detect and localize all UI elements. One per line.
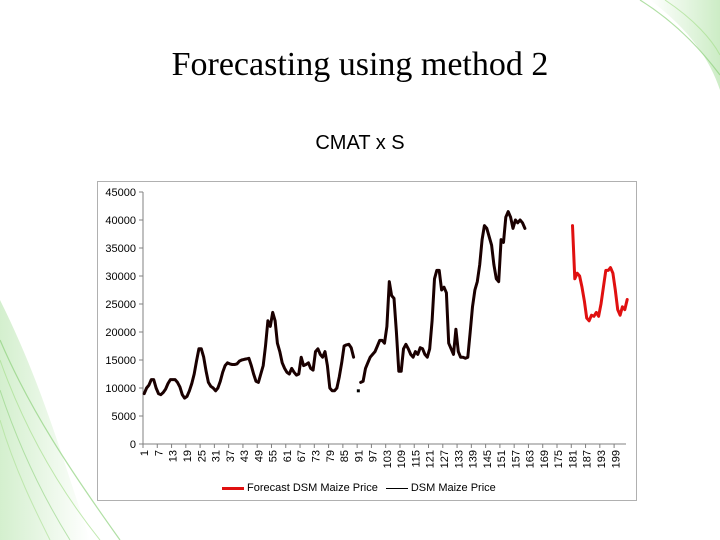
y-tick-label: 15000 [105,355,136,367]
x-tick-label: 103 [382,450,394,468]
x-tick-label: 169 [539,450,551,468]
x-tick-label: 85 [339,450,351,462]
x-tick-label: 163 [525,450,537,468]
x-tick-label: 7 [153,450,165,456]
x-tick-label: 61 [282,450,294,462]
legend-label-actual: DSM Maize Price [410,482,496,494]
y-tick-label: 45000 [105,187,136,199]
x-tick-label: 25 [196,450,208,462]
corner-swirl-top-right [639,0,720,90]
x-tick-label: 73 [311,450,323,462]
x-tick-label: 97 [368,450,380,462]
x-tick-label: 13 [168,450,180,462]
x-tick-label: 187 [582,450,594,468]
x-tick-label: 19 [182,450,194,462]
y-tick-label: 0 [130,439,136,451]
x-tick-label: 115 [410,450,422,468]
series-line-dsm-maize-price [359,210,527,384]
x-tick-label: 49 [253,450,265,462]
x-tick-label: 1 [139,450,151,456]
x-tick-label: 37 [225,450,237,462]
data-point-marker [356,389,360,393]
x-tick-label: 199 [610,450,622,468]
x-tick-label: 181 [567,450,579,468]
series-layer [142,210,629,400]
x-tick-label: 31 [211,450,223,462]
x-tick-label: 157 [510,450,522,468]
legend-item-forecast: Forecast DSM Maize Price [222,482,378,494]
x-tick-label: 55 [268,450,280,462]
x-tick-label: 109 [396,450,408,468]
x-tick-label: 121 [425,450,437,468]
x-tick-label: 145 [482,450,494,468]
y-tick-label: 5000 [112,411,136,423]
x-tick-label: 79 [325,450,337,462]
legend-swatch-forecast [222,486,244,490]
y-tick-label: 40000 [105,215,136,227]
legend: Forecast DSM Maize Price DSM Maize Price [222,481,504,495]
y-tick-label: 30000 [105,271,136,283]
chart-title: CMAT x S [315,132,405,154]
x-tick-label: 127 [439,450,451,468]
x-tick-label: 43 [239,450,251,462]
y-tick-label: 10000 [105,383,136,395]
chart-frame [97,181,637,501]
legend-swatch-actual [385,487,408,489]
x-tick-label: 133 [453,450,465,468]
axes: 0 5000 10000 15000 20000 25000 30000 35000 40000… [105,187,626,468]
legend-label-forecast: Forecast DSM Maize Price [247,482,378,494]
x-tick-label: 175 [553,450,565,468]
x-tick-label: 151 [496,450,508,468]
series-line-forecast-dsm-maize-price [571,224,629,323]
y-tick-label: 35000 [105,243,136,255]
slide-title: Forecasting using method 2 [171,46,549,83]
series-line-dsm-maize-price [142,310,356,400]
x-tick-label: 193 [596,450,608,468]
corner-swirl-bottom-left [0,300,121,540]
legend-item-actual: DSM Maize Price [385,482,496,494]
x-tick-label: 91 [353,450,365,462]
y-tick-label: 25000 [105,299,136,311]
x-tick-label: 67 [296,450,308,462]
x-tick-label: 139 [468,450,480,468]
y-tick-label: 20000 [105,327,136,339]
